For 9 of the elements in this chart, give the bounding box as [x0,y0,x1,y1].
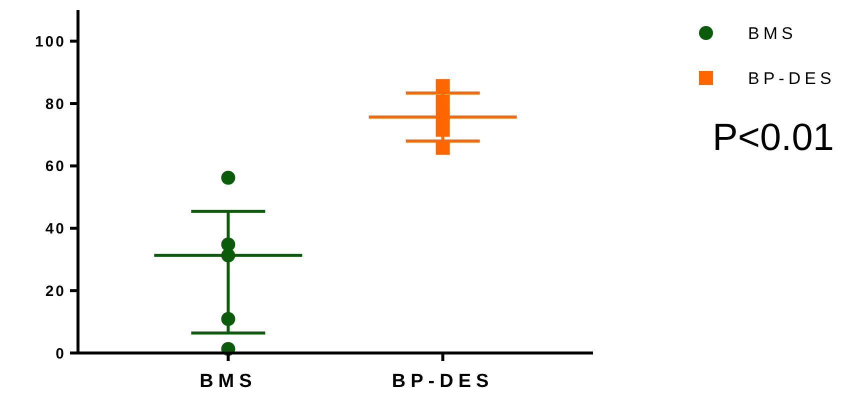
y-tick-label: 100 [34,33,66,50]
text: P<0.01 [712,117,834,159]
legend-label: BP-DES [748,68,836,88]
y-tick-label: 60 [45,158,66,176]
y-tick-label: 20 [45,282,66,300]
y-tick-label: 80 [45,96,66,113]
legend-label: BMS [748,24,797,43]
y-tick-label: 0 [56,345,66,362]
y-tick-label: 40 [45,220,66,238]
